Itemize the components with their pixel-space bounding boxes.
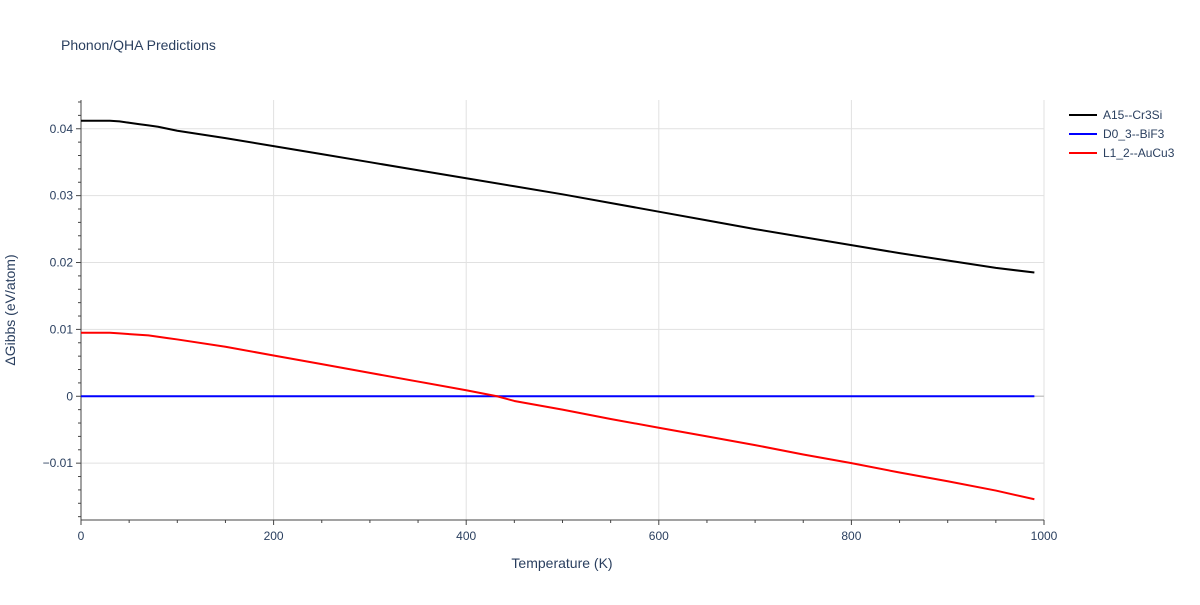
x-tick-label: 600 <box>649 529 669 543</box>
y-tick-label: 0.04 <box>50 122 74 136</box>
y-tick-label: 0.01 <box>50 322 74 336</box>
x-tick-label: 0 <box>78 529 85 543</box>
legend-item[interactable]: L1_2--AuCu3 <box>1069 146 1175 160</box>
y-tick-label: 0.03 <box>50 189 74 203</box>
legend-item[interactable]: D0_3--BiF3 <box>1069 127 1165 141</box>
x-tick-label: 200 <box>264 529 284 543</box>
plot-area <box>81 119 1035 501</box>
y-axis-title: ΔGibbs (eV/atom) <box>2 254 18 365</box>
x-tick-label: 1000 <box>1031 529 1058 543</box>
x-tick-label: 800 <box>841 529 861 543</box>
chart-title: Phonon/QHA Predictions <box>61 37 216 53</box>
series-line-a15-cr3si <box>81 119 1035 274</box>
x-axis-title: Temperature (K) <box>511 555 612 571</box>
axes: 0 200 400 600 800 1000 −0.01 0 0.01 0.02 0.03 0.04 <box>43 100 1058 543</box>
x-tick-label: 400 <box>456 529 476 543</box>
legend-item[interactable]: A15--Cr3Si <box>1069 108 1162 122</box>
grid <box>81 100 1045 520</box>
legend-label: D0_3--BiF3 <box>1103 127 1165 141</box>
y-tick-label: 0 <box>66 389 73 403</box>
legend-label: A15--Cr3Si <box>1103 108 1162 122</box>
y-tick-label: 0.02 <box>50 256 74 270</box>
legend-label: L1_2--AuCu3 <box>1103 146 1175 160</box>
y-tick-label: −0.01 <box>43 456 74 470</box>
series-line-l1-2-aucu3 <box>81 331 1035 501</box>
legend[interactable]: A15--Cr3Si D0_3--BiF3 L1_2--AuCu3 <box>1069 108 1175 160</box>
